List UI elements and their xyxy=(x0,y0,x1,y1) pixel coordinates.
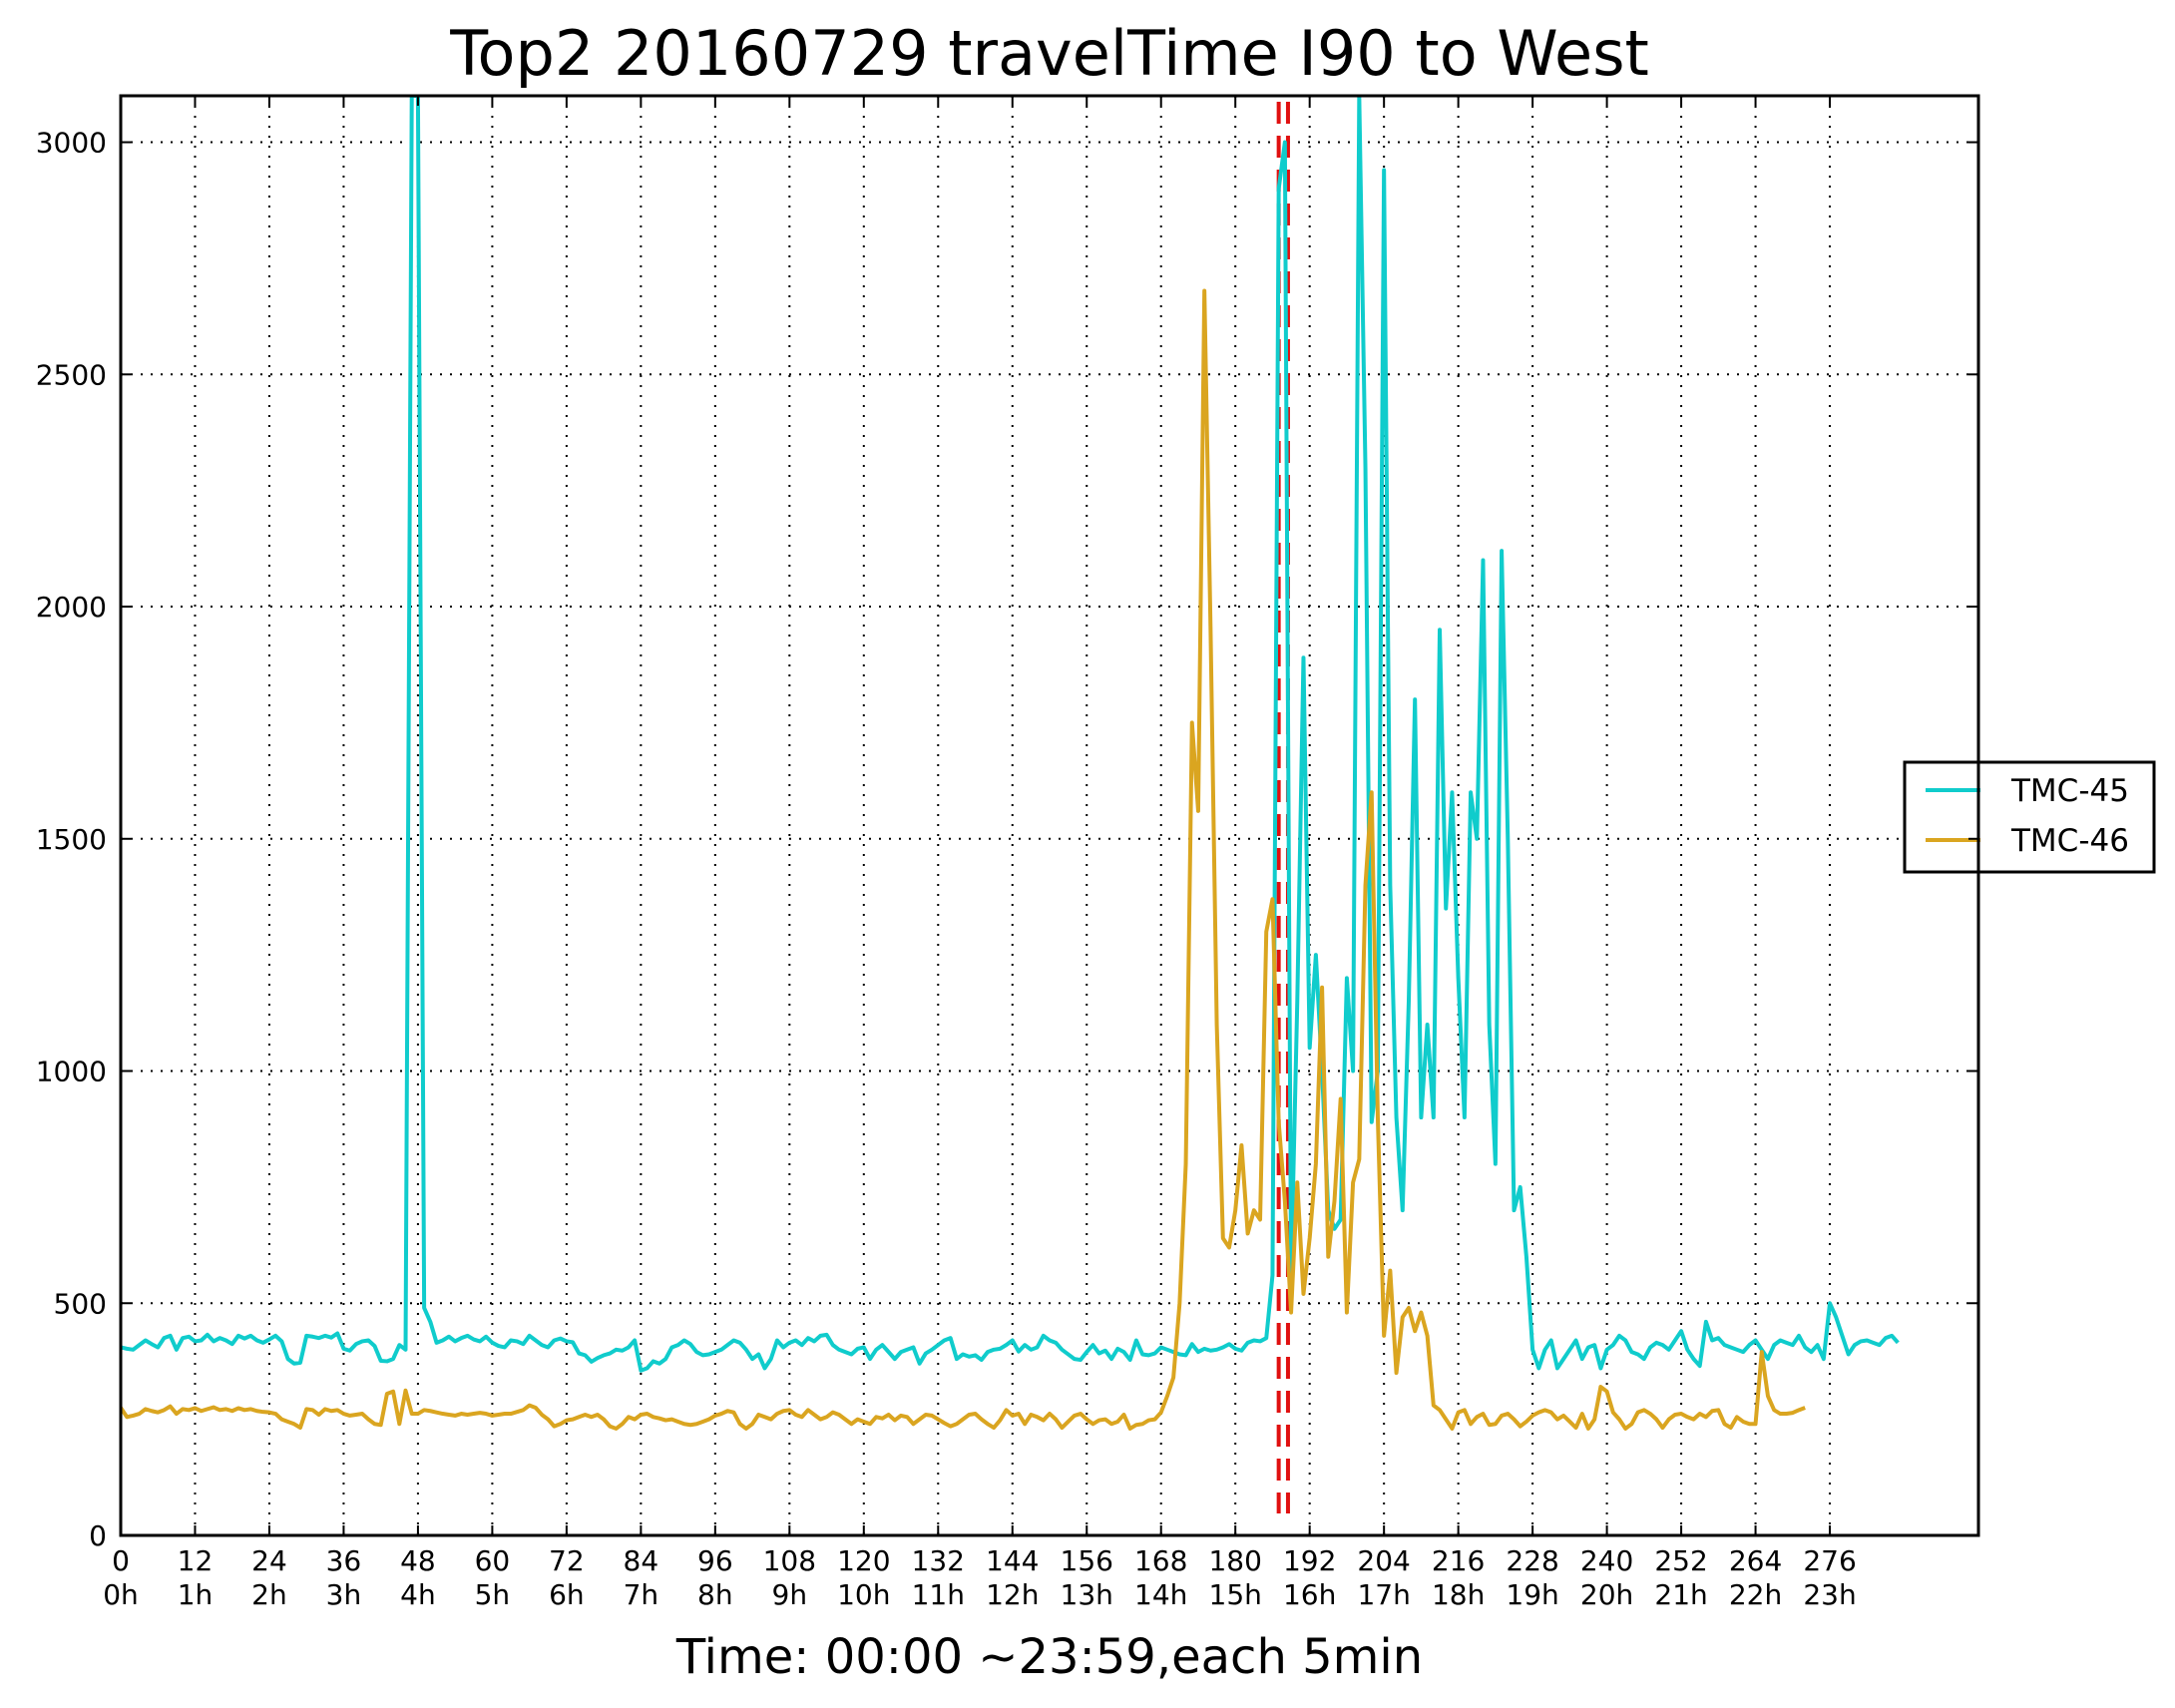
x-tick-hour-label: 23h xyxy=(1803,1578,1856,1611)
legend-frame xyxy=(1903,760,2156,874)
x-tick-label: 156 xyxy=(1061,1544,1113,1577)
x-tick-hour-label: 19h xyxy=(1506,1578,1558,1611)
x-tick-hour-label: 17h xyxy=(1357,1578,1410,1611)
x-tick-hour-label: 14h xyxy=(1134,1578,1187,1611)
y-tick-label: 0 xyxy=(89,1519,107,1552)
axis-layer: 05001000150020002500300000h121h242h363h4… xyxy=(36,94,1980,1611)
x-tick-label: 180 xyxy=(1208,1544,1261,1577)
series-line-tmc-45 xyxy=(121,96,1900,1373)
x-axis-label: Time: 00:00 ~23:59,each 5min xyxy=(675,1629,1423,1685)
x-tick-label: 0 xyxy=(112,1544,130,1577)
x-tick-label: 216 xyxy=(1432,1544,1485,1577)
series-layer xyxy=(121,96,1900,1431)
x-tick-label: 12 xyxy=(178,1544,214,1577)
x-tick-label: 120 xyxy=(837,1544,890,1577)
x-tick-hour-label: 10h xyxy=(837,1578,890,1611)
y-tick-label: 500 xyxy=(54,1287,107,1320)
x-tick-label: 276 xyxy=(1803,1544,1856,1577)
x-tick-hour-label: 8h xyxy=(697,1578,733,1611)
x-tick-label: 192 xyxy=(1283,1544,1336,1577)
x-tick-hour-label: 22h xyxy=(1729,1578,1782,1611)
x-tick-label: 204 xyxy=(1357,1544,1410,1577)
y-tick-label: 1000 xyxy=(36,1056,107,1088)
x-tick-label: 108 xyxy=(763,1544,816,1577)
x-tick-label: 132 xyxy=(912,1544,965,1577)
x-tick-hour-label: 1h xyxy=(178,1578,214,1611)
x-tick-hour-label: 2h xyxy=(251,1578,287,1611)
x-tick-hour-label: 20h xyxy=(1580,1578,1633,1611)
x-tick-label: 48 xyxy=(400,1544,436,1577)
plot-frame xyxy=(119,94,1980,1537)
x-tick-hour-label: 11h xyxy=(912,1578,965,1611)
x-tick-label: 168 xyxy=(1134,1544,1187,1577)
x-tick-hour-label: 7h xyxy=(624,1578,659,1611)
x-tick-label: 144 xyxy=(986,1544,1039,1577)
x-tick-label: 24 xyxy=(251,1544,287,1577)
y-tick-label: 2500 xyxy=(36,358,107,391)
x-tick-label: 36 xyxy=(326,1544,362,1577)
x-tick-hour-label: 6h xyxy=(549,1578,585,1611)
x-tick-hour-label: 15h xyxy=(1209,1578,1262,1611)
legend-label-tmc-45: TMC-45 xyxy=(2010,773,2129,809)
x-tick-hour-label: 16h xyxy=(1283,1578,1336,1611)
chart-title: Top2 20160729 travelTime I90 to West xyxy=(449,17,1649,90)
y-tick-label: 3000 xyxy=(36,127,107,160)
x-tick-label: 72 xyxy=(549,1544,585,1577)
x-tick-label: 60 xyxy=(475,1544,511,1577)
x-tick-hour-label: 9h xyxy=(772,1578,808,1611)
y-tick-label: 2000 xyxy=(36,591,107,624)
x-tick-label: 96 xyxy=(697,1544,733,1577)
x-tick-hour-label: 13h xyxy=(1061,1578,1113,1611)
legend: TMC-45 TMC-46 xyxy=(1903,760,2156,874)
legend-label-tmc-46: TMC-46 xyxy=(2010,823,2129,859)
x-tick-hour-label: 5h xyxy=(475,1578,511,1611)
x-tick-label: 240 xyxy=(1580,1544,1633,1577)
x-tick-hour-label: 4h xyxy=(400,1578,436,1611)
x-tick-hour-label: 12h xyxy=(986,1578,1039,1611)
series-line-tmc-46 xyxy=(121,288,1806,1431)
x-tick-label: 252 xyxy=(1654,1544,1707,1577)
x-tick-hour-label: 0h xyxy=(103,1578,139,1611)
x-tick-hour-label: 21h xyxy=(1654,1578,1707,1611)
x-tick-hour-label: 18h xyxy=(1432,1578,1485,1611)
x-tick-label: 84 xyxy=(624,1544,659,1577)
y-tick-label: 1500 xyxy=(36,823,107,856)
x-tick-hour-label: 3h xyxy=(326,1578,362,1611)
x-tick-label: 228 xyxy=(1506,1544,1558,1577)
x-tick-label: 264 xyxy=(1729,1544,1782,1577)
